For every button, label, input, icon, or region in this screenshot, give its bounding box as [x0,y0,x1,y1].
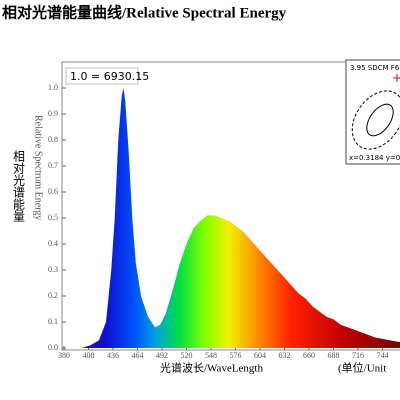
x-tick-label: 576 [230,351,242,360]
x-tick-label: 492 [156,351,168,360]
y-tick-label: 0.6 [48,187,58,196]
x-tick-label: 716 [352,351,364,360]
x-tick-label: 632 [279,351,291,360]
y-tick-label: 0.8 [48,135,58,144]
inset-ellipse [351,90,400,150]
inset-coords: x=0.3184 y=0. [349,154,400,162]
y-tick-label: 1.0 [48,83,58,92]
y-tick-label: 0.7 [48,161,58,170]
x-tick-label: 548 [205,351,217,360]
x-tick-label: 520 [181,351,193,360]
inset-title: 3.95 SDCM F6 [350,64,400,72]
x-tick-label: 436 [107,351,119,360]
inset: 3.95 SDCM F6 x=0.3184 y=0. [345,59,400,165]
y-tick-label: 0.2 [48,291,58,300]
x-tick-label: 604 [254,351,266,360]
spectrum-area [64,88,400,348]
y-tick-label: 0.0 [48,343,58,352]
y-tick-label: 0.5 [48,213,58,222]
x-tick-label: 688 [328,351,340,360]
x-tick-label: 744 [377,351,389,360]
chart-title: 相对光谱能量曲线/Relative Spectral Energy [2,3,287,21]
annotation-box [65,67,139,85]
y-label-cn: 相对光谱能量 [12,150,26,222]
annotation: 1.0 = 6930.15 [70,70,149,83]
y-tick-label: 0.9 [48,109,58,118]
y-tick-label: 0.3 [48,265,58,274]
unit-label: (单位/Unit [338,361,386,375]
x-label: 光谱波长/WaveLength [160,361,263,375]
x-tick-label: 380 [58,351,70,360]
x-tick-label: 464 [132,351,144,360]
x-tick-label: 660 [303,351,315,360]
y-tick-label: 0.4 [48,239,58,248]
y-label-en: Relative Spectrum Energy [33,115,44,220]
x-tick-label: 408 [83,351,95,360]
y-tick-label: 0.1 [48,317,58,326]
inset-ellipse [366,103,394,137]
